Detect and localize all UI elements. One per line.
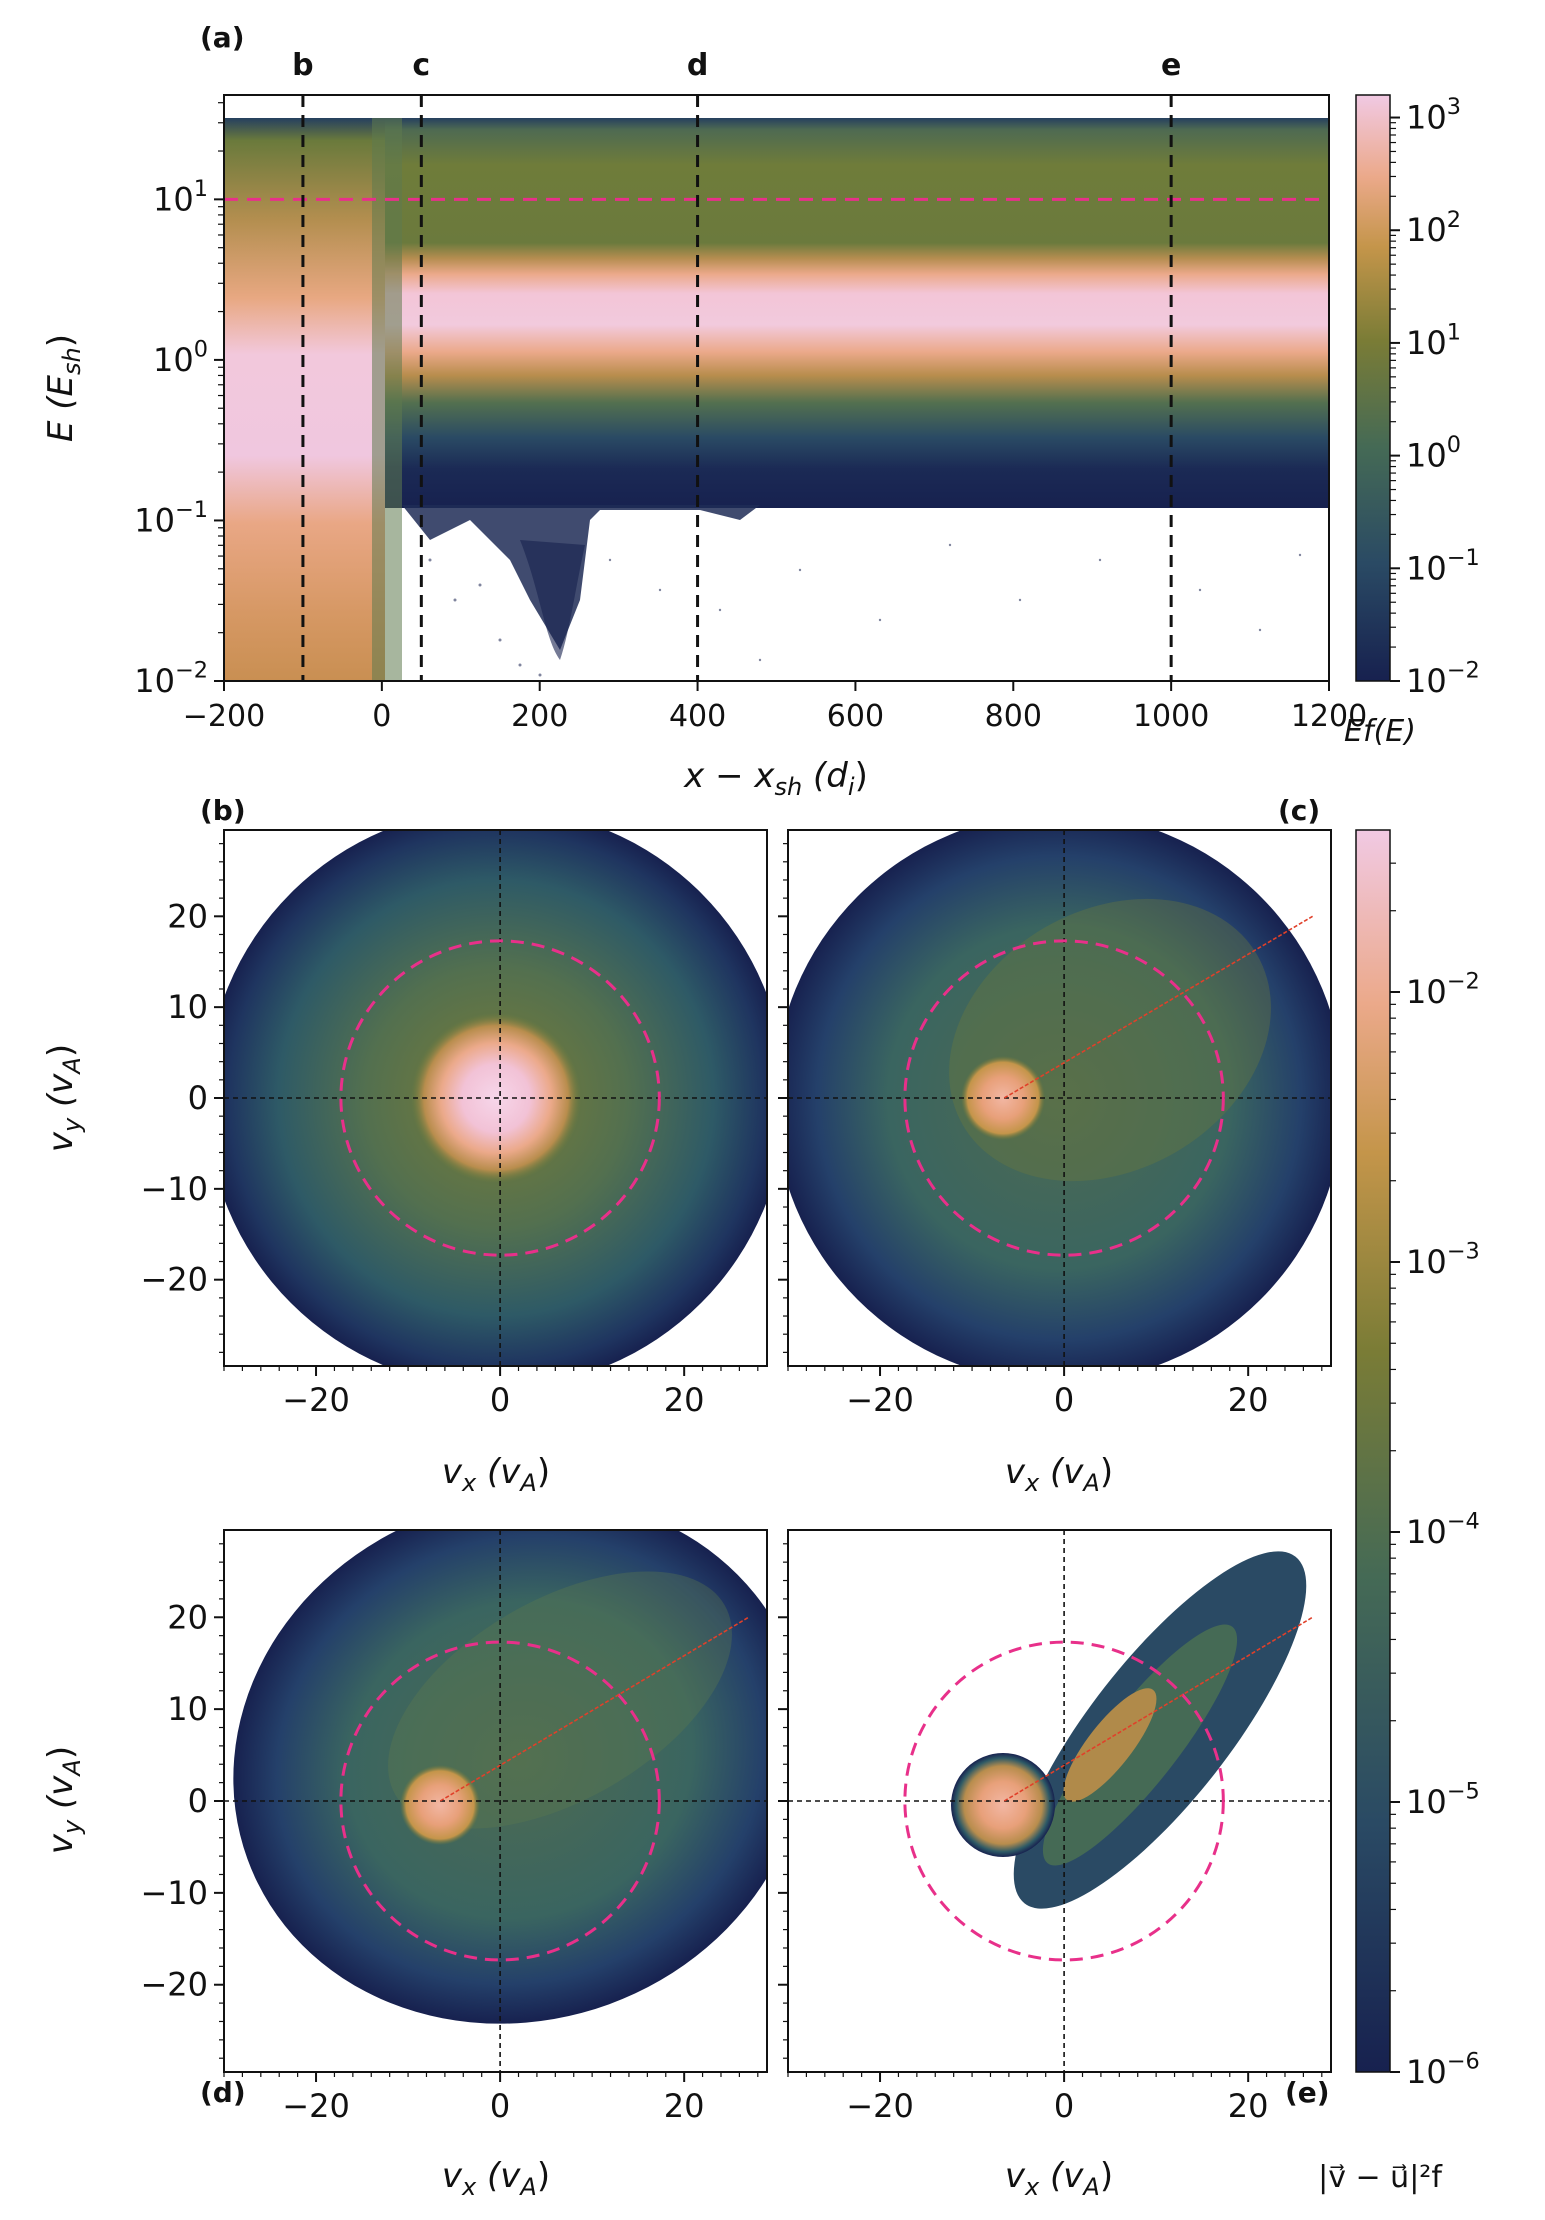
panel-c-core <box>961 1056 1045 1140</box>
panel-e-overlay: −20 0 20 <box>778 1530 1331 2125</box>
x-tick-label: 1200 <box>1291 699 1367 734</box>
panel-d-overlay: −20 0 20 20 10 0 −10 −20 <box>140 1530 767 2125</box>
shock-transition <box>372 118 402 681</box>
panel-d-label: (d) <box>200 2076 246 2109</box>
y-tick-label: 20 <box>167 897 208 935</box>
x-tick-label: −20 <box>282 1381 350 1419</box>
panel-e-label: (e) <box>1285 2076 1330 2109</box>
y-tick-label: −10 <box>140 1170 208 1208</box>
panel-a-y-axis-label: E (Esh) <box>41 334 86 442</box>
colorbar-tick-label: 10−2 <box>1406 658 1480 700</box>
panel-d-core <box>400 1765 480 1845</box>
panel-a-y-ticks: 10−2 10−1 100 101 <box>134 102 224 700</box>
marker-label-c: c <box>412 48 430 83</box>
marker-label-e: e <box>1161 48 1181 83</box>
panel-e-core <box>951 1753 1055 1857</box>
sparse-points <box>428 543 1302 677</box>
energy-band-downstream <box>383 118 1329 508</box>
colorbar-tick-label: 10−1 <box>1406 545 1480 587</box>
x-tick-label: 20 <box>1228 2087 1269 2125</box>
panel-d-frame <box>223 1529 768 2073</box>
panel-b-y-axis-label: vy (vA) <box>41 1044 86 1152</box>
y-tick-label: 100 <box>153 337 208 379</box>
colorbar-tick-label: 100 <box>1406 432 1461 474</box>
x-tick-label: −20 <box>282 2087 350 2125</box>
panel-c-label: (c) <box>1278 794 1320 827</box>
y-tick-label: 10 <box>167 1690 208 1728</box>
colorbar-tick-label: 10−3 <box>1406 1239 1480 1281</box>
colorbar-tick-label: 10−6 <box>1406 2049 1480 2091</box>
x-tick-label: 0 <box>1054 2087 1074 2125</box>
y-tick-label: 10−1 <box>134 497 208 539</box>
reference-circle <box>903 939 1225 1257</box>
panel-a-x-axis-label: x − xsh (di) <box>683 756 868 801</box>
panel-b-frame <box>223 829 768 1367</box>
panel-b-label: (b) <box>200 794 246 827</box>
y-tick-label: −10 <box>140 1874 208 1912</box>
panel-d-y-axis-label: vy (vA) <box>41 1746 86 1854</box>
y-tick-label: 0 <box>188 1782 208 1820</box>
x-tick-label: 0 <box>490 2087 510 2125</box>
x-tick-label: −200 <box>183 699 265 734</box>
panel-c-overlay: −20 0 20 <box>778 830 1331 1419</box>
colorbar-b-label: |v⃗ − u⃗|²f <box>1318 2160 1443 2195</box>
panel-e-frame <box>787 1529 1332 2073</box>
colorbar-tick-label: 10−5 <box>1406 1779 1480 1821</box>
reference-circle <box>903 1640 1225 1962</box>
panel-a-x-ticks: −200 0 200 400 600 800 1000 1200 <box>183 681 1367 734</box>
y-tick-label: 0 <box>188 1079 208 1117</box>
colorbar-a <box>1355 94 1391 682</box>
y-tick-label: −20 <box>140 1261 208 1299</box>
colorbar-a-label: Ef(E) <box>1344 714 1416 749</box>
x-tick-label: 20 <box>664 2087 705 2125</box>
y-tick-label: 101 <box>153 176 208 218</box>
x-tick-label: 20 <box>664 1381 705 1419</box>
panel-d-x-axis-label: vx (vA) <box>442 2156 550 2201</box>
panel-e-image <box>951 1551 1307 1909</box>
panel-a-label: (a) <box>200 21 245 54</box>
panel-b-x-axis-label: vx (vA) <box>442 1452 550 1497</box>
colorbar-tick-label: 103 <box>1406 94 1461 136</box>
panel-e-x-axis-label: vx (vA) <box>1005 2156 1113 2201</box>
panel-a <box>224 118 1329 681</box>
panel-d-image <box>233 1530 767 2024</box>
x-tick-label: 0 <box>372 699 391 734</box>
colorbar-b-ticks: 10−6 10−5 10−4 10−3 10−2 <box>1390 862 1480 2091</box>
panel-c-frame <box>787 829 1332 1367</box>
x-tick-label: 400 <box>669 699 726 734</box>
y-tick-label: −20 <box>140 1966 208 2004</box>
colorbar-a-ticks: 10−2 10−1 100 101 102 103 <box>1390 94 1480 700</box>
colorbar-tick-label: 101 <box>1406 320 1461 362</box>
y-tick-label: 10 <box>167 988 208 1026</box>
marker-label-d: d <box>687 48 708 83</box>
x-tick-label: 0 <box>490 1381 510 1419</box>
x-tick-label: −20 <box>846 1381 914 1419</box>
x-tick-label: 1000 <box>1133 699 1209 734</box>
x-tick-label: 600 <box>827 699 884 734</box>
x-tick-label: 800 <box>985 699 1042 734</box>
panel-a-frame <box>223 94 1330 682</box>
x-tick-label: 20 <box>1228 1381 1269 1419</box>
low-energy-dip <box>402 505 760 650</box>
colorbar-tick-label: 10−2 <box>1406 969 1480 1011</box>
y-tick-label: 10−2 <box>134 658 208 700</box>
panel-a-overlay: b c d e <box>224 48 1329 681</box>
colorbar-b <box>1355 829 1391 2073</box>
x-tick-label: 0 <box>1054 1381 1074 1419</box>
reference-circle <box>339 939 661 1257</box>
panel-c-x-axis-label: vx (vA) <box>1005 1452 1113 1497</box>
colorbar-tick-label: 10−4 <box>1406 1509 1480 1551</box>
reference-circle <box>339 1640 661 1962</box>
colorbar-tick-label: 102 <box>1406 207 1461 249</box>
marker-label-b: b <box>292 48 313 83</box>
y-tick-label: 20 <box>167 1598 208 1636</box>
x-tick-label: 200 <box>511 699 568 734</box>
energy-distribution-upstream <box>224 118 385 681</box>
x-tick-label: −20 <box>846 2087 914 2125</box>
